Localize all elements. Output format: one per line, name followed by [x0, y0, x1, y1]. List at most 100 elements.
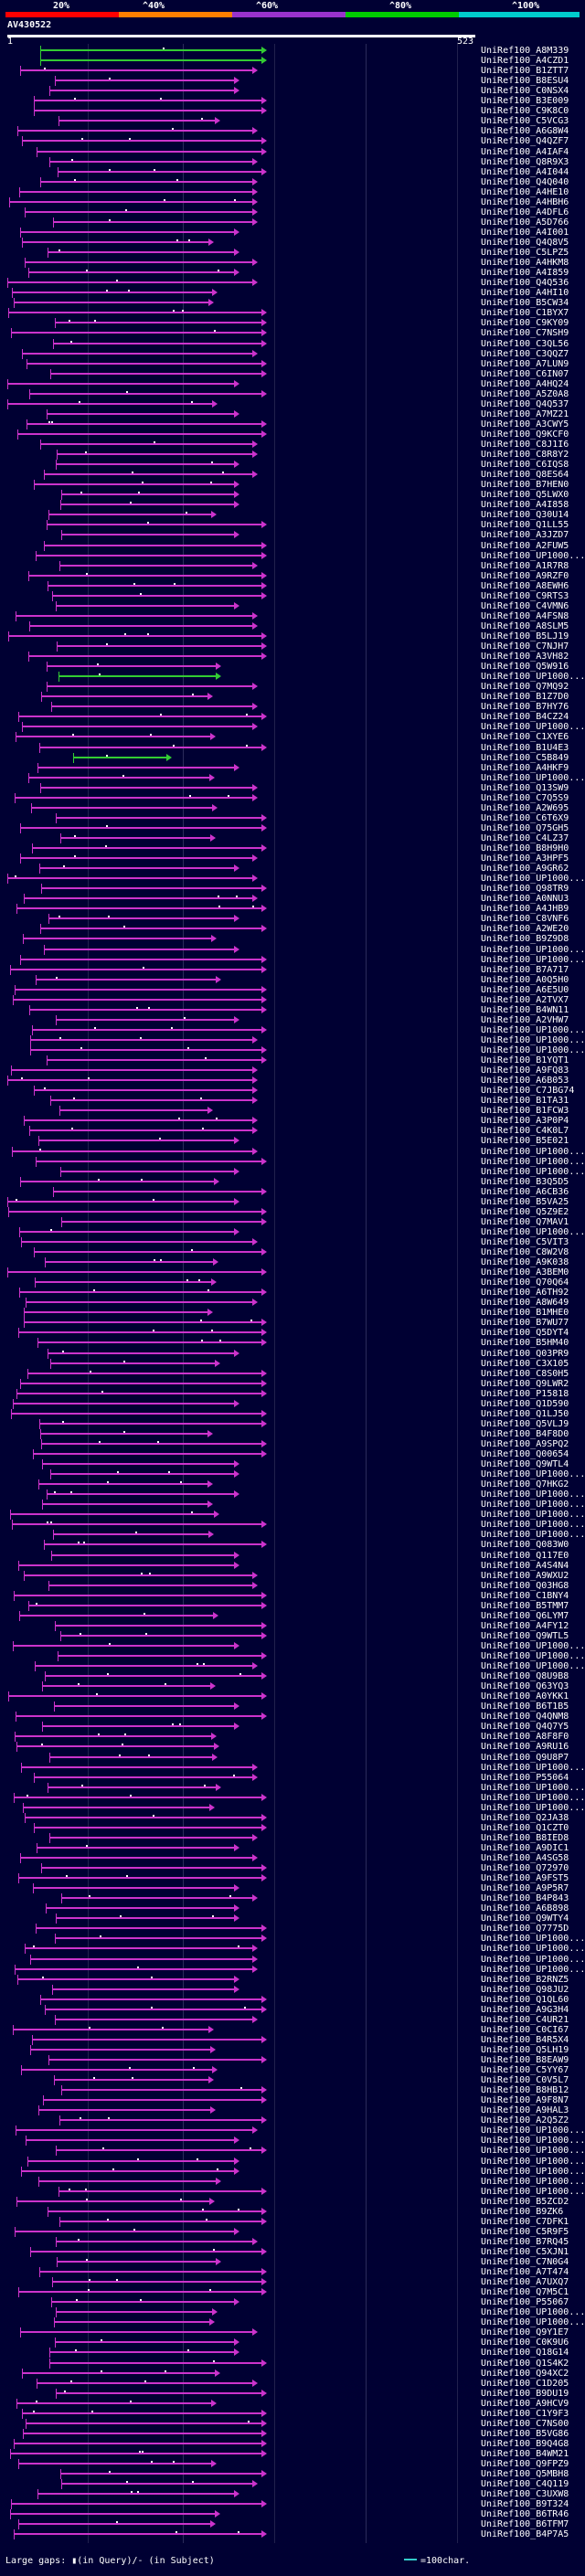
- hit-row[interactable]: UniRef100_UP1000...: [0, 1034, 585, 1045]
- hit-accession-link[interactable]: UniRef100_A7T474: [481, 2267, 569, 2277]
- hit-accession-link[interactable]: UniRef100_B9ZK6: [481, 2206, 564, 2217]
- hit-alignment-bar[interactable]: [22, 2371, 215, 2374]
- hit-accession-link[interactable]: UniRef100_B1Z7D0: [481, 692, 569, 703]
- hit-alignment-bar[interactable]: [12, 1523, 261, 1526]
- hit-row[interactable]: UniRef100_Q9Y1E7: [0, 2327, 585, 2338]
- hit-accession-link[interactable]: UniRef100_C7Q5S9: [481, 792, 569, 803]
- hit-row[interactable]: UniRef100_C5YY67: [0, 2065, 585, 2075]
- hit-alignment-bar[interactable]: [38, 2109, 210, 2112]
- hit-accession-link[interactable]: UniRef100_Q13SW9: [481, 782, 569, 793]
- hit-row[interactable]: UniRef100_B5VA25: [0, 1196, 585, 1207]
- hit-accession-link[interactable]: UniRef100_A9K038: [481, 1257, 569, 1267]
- hit-accession-link[interactable]: UniRef100_Q1S4K2: [481, 2358, 569, 2369]
- hit-accession-link[interactable]: UniRef100_Q72970: [481, 1863, 569, 1873]
- hit-alignment-bar[interactable]: [22, 2412, 261, 2414]
- hit-accession-link[interactable]: UniRef100_C5LPZ5: [481, 248, 569, 258]
- hit-row[interactable]: UniRef100_A4JHB9: [0, 904, 585, 915]
- hit-row[interactable]: UniRef100_C7N0G4: [0, 2257, 585, 2267]
- hit-accession-link[interactable]: UniRef100_A6TH92: [481, 1288, 569, 1299]
- hit-accession-link[interactable]: UniRef100_A3HPF5: [481, 853, 569, 864]
- hit-accession-link[interactable]: UniRef100_Q5LH19: [481, 2044, 569, 2055]
- hit-row[interactable]: UniRef100_Q9WTL4: [0, 1459, 585, 1469]
- hit-alignment-bar[interactable]: [61, 493, 234, 496]
- hit-row[interactable]: UniRef100_A4HQ24: [0, 378, 585, 389]
- hit-alignment-bar[interactable]: [47, 685, 252, 688]
- hit-alignment-bar[interactable]: [56, 2311, 212, 2314]
- hit-accession-link[interactable]: UniRef100_C8R8Y2: [481, 450, 569, 460]
- hit-accession-link[interactable]: UniRef100_A9RU16: [481, 1742, 569, 1753]
- hit-accession-link[interactable]: UniRef100_C1BNY4: [481, 1590, 569, 1601]
- hit-alignment-bar[interactable]: [40, 59, 261, 61]
- hit-accession-link[interactable]: UniRef100_A6B898: [481, 1903, 569, 1914]
- hit-accession-link[interactable]: UniRef100_UP1000...: [481, 1469, 585, 1480]
- hit-row[interactable]: UniRef100_A7LUN9: [0, 358, 585, 369]
- hit-row[interactable]: UniRef100_A7UXQ7: [0, 2277, 585, 2288]
- hit-alignment-bar[interactable]: [56, 463, 234, 466]
- hit-row[interactable]: UniRef100_C0K9U6: [0, 2337, 585, 2348]
- hit-accession-link[interactable]: UniRef100_P15818: [481, 1388, 569, 1399]
- hit-row[interactable]: UniRef100_B1ZTT7: [0, 66, 585, 77]
- hit-alignment-bar[interactable]: [50, 372, 261, 375]
- hit-accession-link[interactable]: UniRef100_Q4QNM8: [481, 1712, 569, 1723]
- hit-alignment-bar[interactable]: [57, 645, 261, 647]
- hit-accession-link[interactable]: UniRef100_Q4Q7Y5: [481, 1722, 569, 1733]
- hit-alignment-bar[interactable]: [29, 392, 261, 395]
- hit-row[interactable]: UniRef100_A4DFL6: [0, 207, 585, 217]
- hit-alignment-bar[interactable]: [20, 69, 252, 72]
- hit-accession-link[interactable]: UniRef100_A4HBH6: [481, 196, 569, 207]
- hit-row[interactable]: UniRef100_UP1000...: [0, 2166, 585, 2177]
- hit-accession-link[interactable]: UniRef100_UP1000...: [481, 672, 585, 683]
- hit-alignment-bar[interactable]: [8, 1210, 261, 1213]
- hit-row[interactable]: UniRef100_A4HBH6: [0, 196, 585, 207]
- hit-alignment-bar[interactable]: [8, 312, 261, 314]
- hit-accession-link[interactable]: UniRef100_A3JZD7: [481, 530, 569, 541]
- hit-accession-link[interactable]: UniRef100_A2FUW5: [481, 540, 569, 551]
- hit-alignment-bar[interactable]: [59, 2119, 261, 2122]
- hit-accession-link[interactable]: UniRef100_Q8U9B8: [481, 1671, 569, 1682]
- hit-alignment-bar[interactable]: [23, 2432, 261, 2434]
- hit-row[interactable]: UniRef100_A7MZ21: [0, 408, 585, 419]
- hit-row[interactable]: UniRef100_C4LZ37: [0, 832, 585, 843]
- hit-accession-link[interactable]: UniRef100_B8H9H0: [481, 843, 569, 853]
- hit-alignment-bar[interactable]: [14, 2442, 261, 2444]
- hit-alignment-bar[interactable]: [39, 2271, 261, 2273]
- hit-accession-link[interactable]: UniRef100_B4CZ24: [481, 712, 569, 723]
- hit-alignment-bar[interactable]: [7, 402, 212, 405]
- hit-accession-link[interactable]: UniRef100_B1ZTT7: [481, 66, 569, 77]
- hit-alignment-bar[interactable]: [24, 1311, 207, 1314]
- hit-row[interactable]: UniRef100_Q5W916: [0, 662, 585, 673]
- hit-accession-link[interactable]: UniRef100_Q18G14: [481, 2348, 569, 2359]
- hit-accession-link[interactable]: UniRef100_A0NNU3: [481, 894, 569, 905]
- hit-alignment-bar[interactable]: [18, 1564, 234, 1566]
- hit-row[interactable]: UniRef100_Q1S4K2: [0, 2358, 585, 2369]
- hit-row[interactable]: UniRef100_B4CZ24: [0, 712, 585, 723]
- hit-accession-link[interactable]: UniRef100_A9HAL3: [481, 2105, 569, 2116]
- hit-accession-link[interactable]: UniRef100_Q1CZT0: [481, 1822, 569, 1833]
- hit-row[interactable]: UniRef100_UP1000...: [0, 2186, 585, 2197]
- hit-row[interactable]: UniRef100_Q4Q536: [0, 278, 585, 289]
- hit-alignment-bar[interactable]: [13, 1644, 234, 1647]
- hit-row[interactable]: UniRef100_UP1000...: [0, 2156, 585, 2167]
- hit-row[interactable]: UniRef100_A2W695: [0, 802, 585, 813]
- hit-alignment-bar[interactable]: [41, 1442, 261, 1445]
- hit-row[interactable]: UniRef100_A9WXU2: [0, 1570, 585, 1581]
- hit-row[interactable]: UniRef100_A9FQ83: [0, 1065, 585, 1076]
- hit-accession-link[interactable]: UniRef100_C0NSX4: [481, 86, 569, 97]
- hit-accession-link[interactable]: UniRef100_A4I859: [481, 268, 569, 279]
- hit-alignment-bar[interactable]: [20, 2331, 252, 2334]
- hit-accession-link[interactable]: UniRef100_A7LUN9: [481, 358, 569, 369]
- hit-alignment-bar[interactable]: [22, 140, 261, 143]
- hit-alignment-bar[interactable]: [7, 1271, 261, 1274]
- hit-accession-link[interactable]: UniRef100_C7NJH7: [481, 641, 569, 652]
- hit-row[interactable]: UniRef100_UP1000...: [0, 1510, 585, 1521]
- hit-accession-link[interactable]: UniRef100_C5R9F5: [481, 2226, 569, 2237]
- hit-row[interactable]: UniRef100_A9DIC1: [0, 1842, 585, 1853]
- hit-row[interactable]: UniRef100_A4CZD1: [0, 56, 585, 66]
- hit-row[interactable]: UniRef100_Q9U8P7: [0, 1752, 585, 1763]
- hit-accession-link[interactable]: UniRef100_B1MHE0: [481, 1308, 569, 1319]
- hit-row[interactable]: UniRef100_Q8ES64: [0, 470, 585, 481]
- hit-row[interactable]: UniRef100_A9FST5: [0, 1873, 585, 1884]
- hit-accession-link[interactable]: UniRef100_A7MZ21: [481, 408, 569, 419]
- hit-alignment-bar[interactable]: [10, 968, 261, 970]
- hit-row[interactable]: UniRef100_B1MHE0: [0, 1308, 585, 1319]
